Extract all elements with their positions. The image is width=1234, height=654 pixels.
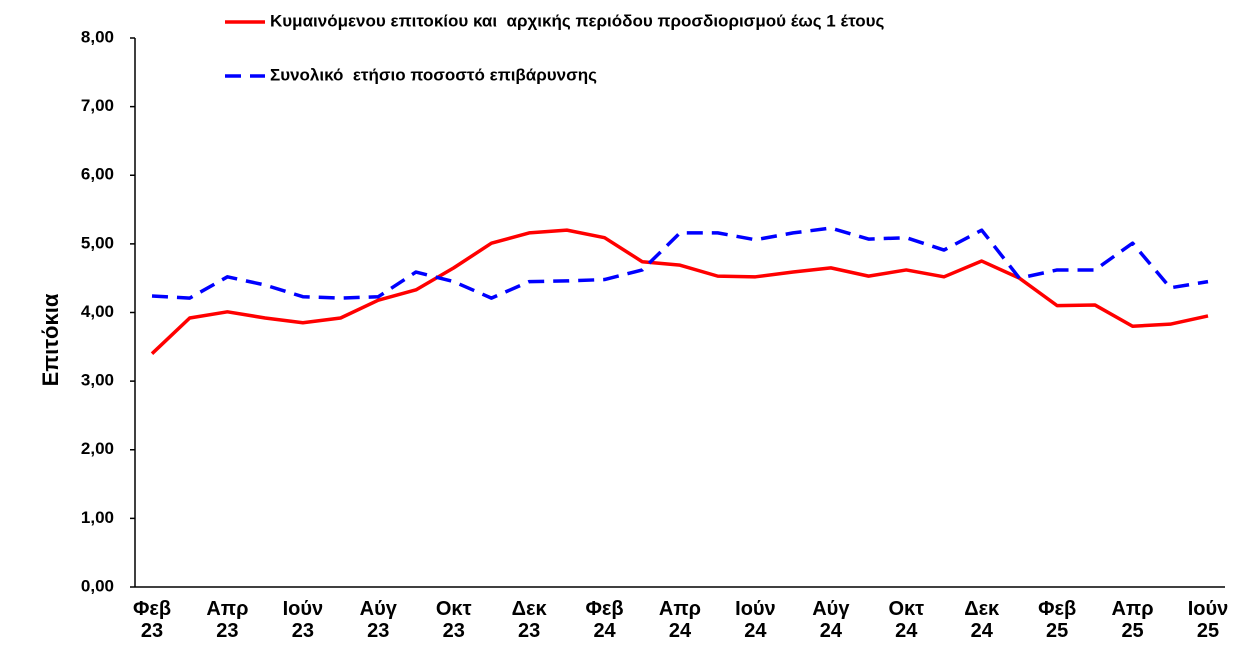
x-tick-label: Φεβ 25	[1038, 598, 1077, 642]
y-tick-label: 7,00	[81, 96, 114, 115]
x-tick-label: Αύγ 23	[359, 598, 397, 642]
y-tick-label: 2,00	[81, 439, 114, 458]
legend-label: Κυμαινόμενου επιτοκίου και αρχικής περιό…	[270, 11, 885, 30]
y-tick-label: 4,00	[81, 302, 114, 321]
x-tick-label: Ιούν 24	[735, 598, 776, 642]
x-tick-label: Φεβ 23	[132, 598, 172, 642]
x-tick-label: Ιούν 25	[1187, 598, 1229, 642]
data-line	[150, 228, 1209, 355]
y-tick-label: 3,00	[81, 371, 114, 390]
y-tick-label: 6,00	[81, 165, 114, 184]
x-tick-label: Απρ 24	[658, 598, 702, 642]
x-tick-label: Αύγ 24	[812, 598, 850, 642]
y-tick-label: 8,00	[81, 27, 114, 46]
legend-label: Συνολικό ετήσιο ποσοστό επιβάρυνσης	[270, 65, 597, 84]
x-tick-label: Δεκ 23	[511, 598, 547, 642]
x-tick-label: Οκτ 23	[435, 598, 472, 642]
x-tick-label: Φεβ 24	[585, 598, 624, 642]
x-tick-label: Ιούν 23	[282, 598, 324, 642]
x-tick-label: Απρ 23	[206, 598, 249, 642]
y-axis-label: Επιτόκια	[38, 293, 63, 386]
y-tick-label: 1,00	[81, 508, 114, 527]
data-line	[151, 226, 1209, 300]
y-tick-label: 5,00	[81, 233, 114, 252]
x-tick-label: Δεκ 24	[964, 598, 1000, 642]
x-tick-label: Οκτ 24	[888, 598, 925, 642]
x-tick-label: Απρ 25	[1111, 598, 1154, 642]
y-tick-label: 0,00	[81, 576, 114, 595]
